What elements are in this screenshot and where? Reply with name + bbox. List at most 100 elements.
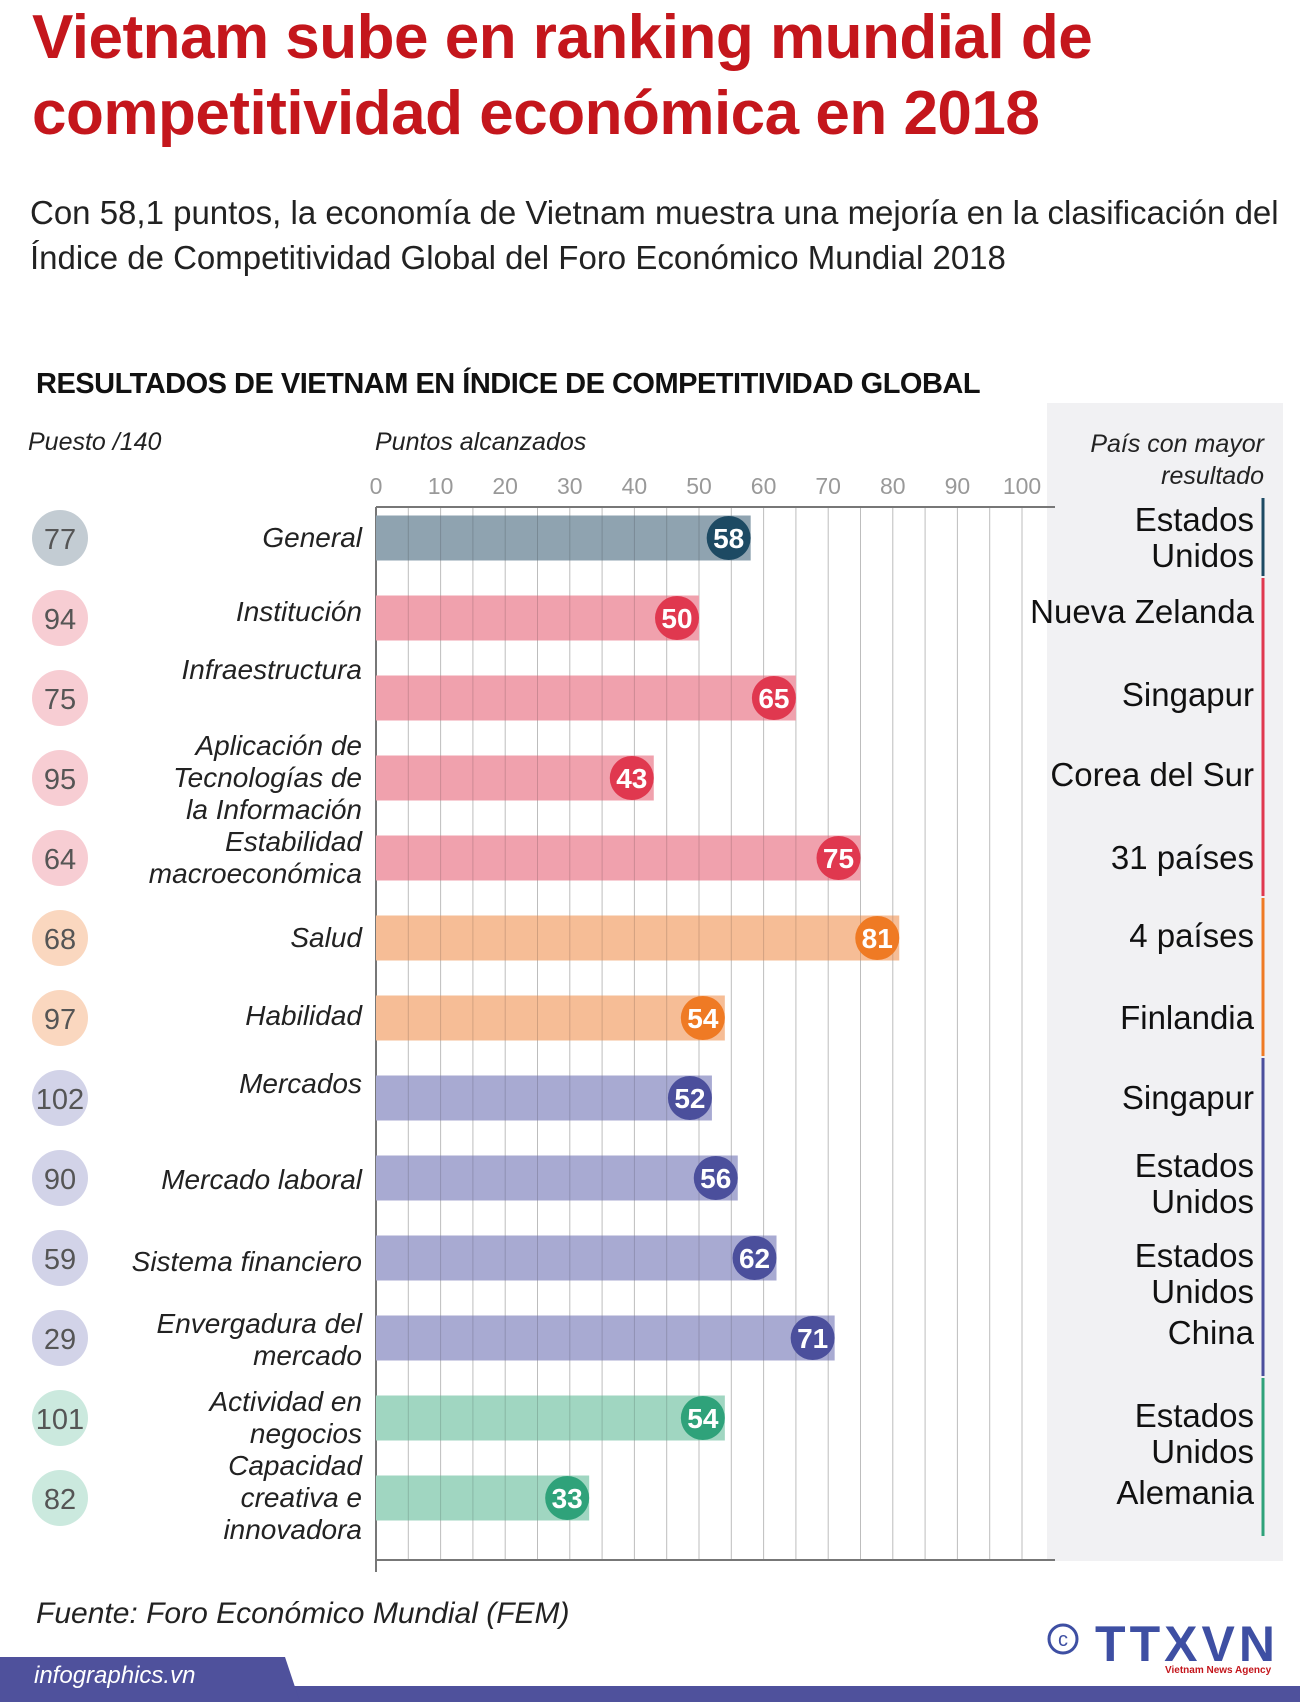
rank-circle xyxy=(32,830,88,886)
source-note: Fuente: Foro Económico Mundial (FEM) xyxy=(36,1597,570,1630)
category-label-line: Mercado laboral xyxy=(161,1164,362,1195)
x-tick-label: 50 xyxy=(686,473,712,499)
category-label: Mercados xyxy=(239,1068,362,1100)
category-label-line: Sistema financiero xyxy=(131,1246,362,1277)
top-country-label: Nueva Zelanda xyxy=(1030,594,1254,630)
x-tick-label: 90 xyxy=(945,473,971,499)
x-tick-label: 40 xyxy=(622,473,648,499)
data-label: 50 xyxy=(661,603,692,634)
category-label: General xyxy=(262,522,362,554)
data-label: 56 xyxy=(700,1163,731,1194)
svg-text:TTXVN: TTXVN xyxy=(1095,1616,1275,1672)
bar xyxy=(376,595,699,641)
data-label: 62 xyxy=(739,1243,770,1274)
bar xyxy=(376,675,796,721)
top-country-line: Unidos xyxy=(1151,1183,1254,1220)
top-country-label: 31 países xyxy=(1111,840,1254,876)
top-country-line: Estados xyxy=(1134,1147,1254,1184)
bar xyxy=(376,755,654,801)
data-label: 33 xyxy=(552,1483,583,1514)
rank-value: 95 xyxy=(44,764,76,796)
points-header: Puntos alcanzados xyxy=(375,428,587,456)
top-country-line: Singapur xyxy=(1121,1079,1254,1116)
rank-value: 94 xyxy=(44,604,76,636)
category-label-line: mercado xyxy=(253,1340,362,1371)
rank-value: 59 xyxy=(44,1244,76,1276)
chart-title: RESULTADOS DE VIETNAM EN ÍNDICE DE COMPE… xyxy=(36,368,981,400)
value-circle xyxy=(790,1316,835,1360)
value-circle xyxy=(667,1076,712,1120)
top-country-label: China xyxy=(1168,1315,1254,1351)
category-label-line: Habilidad xyxy=(245,1000,362,1031)
rank-circle xyxy=(32,1230,88,1286)
bar xyxy=(376,1155,738,1201)
top-country-line: 4 países xyxy=(1129,917,1254,954)
category-label-line: Actividad en xyxy=(209,1386,362,1417)
rank-circle xyxy=(32,670,88,726)
footer-bar xyxy=(0,1686,1300,1702)
data-label: 65 xyxy=(758,683,789,714)
data-label: 54 xyxy=(687,1003,719,1034)
footer-tab xyxy=(0,1657,300,1702)
x-tick-label: 60 xyxy=(751,473,777,499)
top-country-label: 4 países xyxy=(1129,918,1254,954)
category-label-line: Estabilidad xyxy=(225,826,362,857)
country-header-line-1: País con mayor xyxy=(1090,430,1264,458)
data-label: 54 xyxy=(687,1403,719,1434)
category-label-line: Envergadura del xyxy=(156,1308,362,1339)
rank-value: 68 xyxy=(44,924,76,956)
bar xyxy=(376,1075,712,1121)
rank-circle xyxy=(32,1070,88,1126)
country-panel xyxy=(1047,403,1283,1561)
top-country-label: Estados Unidos xyxy=(1135,1238,1254,1310)
rank-value: 82 xyxy=(44,1484,76,1516)
top-country-line: 31 países xyxy=(1110,839,1254,876)
category-label: Institución xyxy=(236,596,362,628)
page-title: Vietnam sube en ranking mundial de compe… xyxy=(32,0,1093,152)
category-label: Mercado laboral xyxy=(161,1164,362,1196)
category-label-line: Institución xyxy=(235,596,362,627)
category-label: Aplicación de Tecnologías de la Informació… xyxy=(173,730,362,826)
country-header: País con mayor resultado xyxy=(1090,428,1264,492)
category-label: Salud xyxy=(290,922,362,954)
category-label-line: General xyxy=(262,522,362,553)
rank-circle xyxy=(32,1150,88,1206)
bar xyxy=(376,835,861,881)
rank-circle xyxy=(32,1470,88,1526)
category-label-line: Infraestructura xyxy=(181,654,362,685)
top-country-line: Estados xyxy=(1134,1397,1254,1434)
x-tick-label: 0 xyxy=(370,473,383,499)
top-country-label: Estados Unidos xyxy=(1135,1148,1254,1220)
category-label: Infraestructura xyxy=(181,654,362,686)
title-line-2: competitividad económica en 2018 xyxy=(32,79,1040,148)
svg-text:Vietnam News Agency: Vietnam News Agency xyxy=(1165,1665,1272,1675)
bar xyxy=(376,915,900,961)
category-label-line: Mercados xyxy=(239,1068,362,1099)
value-circle xyxy=(545,1476,590,1520)
rank-circle xyxy=(32,510,88,566)
rank-value: 29 xyxy=(44,1324,76,1356)
top-country-line: Unidos xyxy=(1151,1433,1254,1470)
top-country-label: Corea del Sur xyxy=(1050,757,1254,793)
data-label: 81 xyxy=(862,923,893,954)
x-tick-label: 100 xyxy=(1003,473,1041,499)
rank-circle xyxy=(32,1390,88,1446)
ttxvn-logo: c TTXVN Vietnam News Agency xyxy=(1045,1615,1285,1680)
top-country-label: Estados Unidos xyxy=(1135,1398,1254,1470)
svg-text:c: c xyxy=(1058,1629,1068,1651)
bar xyxy=(376,1235,777,1281)
top-country-line: Alemania xyxy=(1116,1474,1254,1511)
value-circle xyxy=(693,1156,738,1200)
top-country-label: Singapur xyxy=(1122,677,1254,713)
top-country-line: Finlandia xyxy=(1120,999,1254,1036)
category-label-line: innovadora xyxy=(223,1514,362,1545)
top-country-line: Unidos xyxy=(1151,1273,1254,1310)
data-label: 43 xyxy=(616,763,647,794)
x-tick-label: 10 xyxy=(428,473,454,499)
top-country-line: Corea del Sur xyxy=(1050,756,1254,793)
rank-value: 77 xyxy=(44,524,76,556)
rank-value: 90 xyxy=(44,1164,76,1196)
footer-site-link[interactable]: infographics.vn xyxy=(34,1662,196,1689)
